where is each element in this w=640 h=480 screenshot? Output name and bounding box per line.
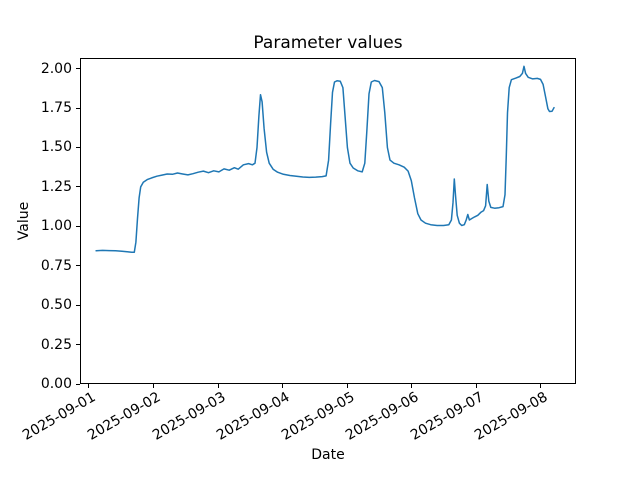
- plot-area: [80, 58, 576, 384]
- x-tick-mark: [346, 384, 348, 388]
- chart-title: Parameter values: [253, 33, 403, 53]
- x-axis-tick-label: 2025-09-04: [214, 389, 293, 444]
- x-axis-tick-label: 2025-09-08: [472, 389, 551, 444]
- y-axis-tick-label: 0.75: [40, 257, 72, 274]
- x-tick-mark: [217, 384, 219, 388]
- y-axis-tick-label: 0.25: [40, 336, 72, 353]
- y-axis-tick-label: 1.00: [40, 218, 72, 235]
- y-tick-mark: [76, 304, 80, 306]
- y-tick-mark: [76, 146, 80, 148]
- y-axis-tick-label: 0.50: [40, 297, 72, 314]
- x-tick-mark: [152, 384, 154, 388]
- y-axis-tick-label: 2.00: [40, 60, 72, 77]
- y-tick-mark: [76, 265, 80, 267]
- x-tick-mark: [88, 384, 90, 388]
- x-axis-tick-label: 2025-09-03: [149, 389, 229, 444]
- y-tick-mark: [76, 186, 80, 188]
- x-tick-mark: [282, 384, 284, 388]
- y-axis-tick-label: 1.50: [40, 139, 72, 156]
- y-axis-label: Value: [16, 201, 32, 241]
- x-axis-tick-label: 2025-09-02: [84, 389, 164, 444]
- y-axis-tick-label: 0.00: [40, 376, 72, 392]
- y-tick-mark: [76, 344, 80, 346]
- y-axis-tick-label: 1.75: [40, 100, 72, 117]
- x-axis-tick-label: 2025-09-06: [343, 389, 422, 444]
- x-tick-mark: [411, 384, 413, 388]
- y-tick-mark: [76, 107, 80, 109]
- y-tick-mark: [76, 383, 80, 385]
- x-tick-mark: [540, 384, 542, 388]
- y-tick-mark: [76, 68, 80, 70]
- y-axis-tick-label: 1.25: [40, 178, 72, 195]
- x-axis-tick-label: 2025-09-01: [20, 389, 99, 444]
- y-tick-mark: [76, 225, 80, 227]
- x-axis-label: Date: [311, 447, 345, 463]
- x-tick-mark: [475, 384, 477, 388]
